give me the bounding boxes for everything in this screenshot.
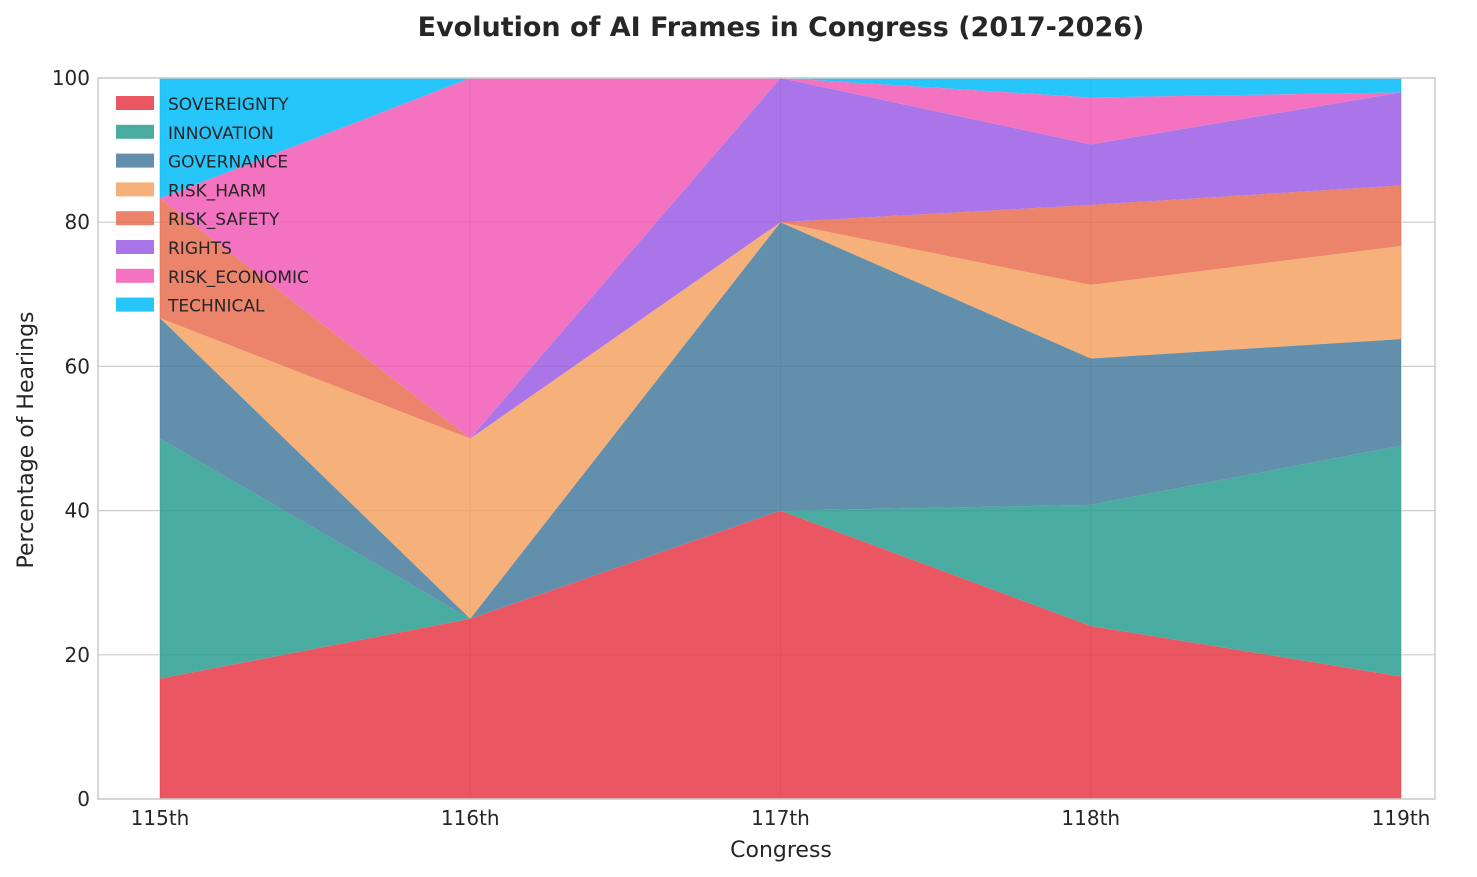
- y-tick-label: 100: [52, 66, 90, 90]
- chart-title: Evolution of AI Frames in Congress (2017…: [418, 12, 1145, 43]
- x-tick-labels: 115th 116th 117th 118th 119th: [131, 806, 1431, 830]
- y-axis-label: Percentage of Hearings: [14, 311, 39, 568]
- legend-swatch-innovation: [116, 124, 154, 139]
- y-tick-label: 0: [77, 787, 90, 811]
- plot-frame: [97, 77, 1436, 800]
- y-tick-label: 60: [65, 354, 90, 378]
- x-tick-label: 119th: [1372, 806, 1431, 830]
- x-tick-label: 118th: [1061, 806, 1120, 830]
- legend-swatch-risk-economic: [116, 268, 154, 283]
- legend-swatch-risk-harm: [116, 182, 154, 197]
- y-tick-labels: 0 20 40 60 80 100: [52, 66, 90, 811]
- area-governance: [160, 222, 1401, 619]
- area-risk-safety: [160, 185, 1401, 439]
- legend-label-risk-harm: RISK_HARM: [168, 181, 266, 201]
- legend-swatch-rights: [116, 240, 154, 254]
- x-tick-label: 115th: [131, 806, 190, 830]
- area-risk-harm: [160, 222, 1401, 619]
- x-tick-label: 117th: [751, 806, 810, 830]
- y-tick-label: 20: [65, 643, 90, 667]
- legend-label-governance: GOVERNANCE: [168, 153, 288, 173]
- x-tick-label: 116th: [441, 806, 500, 830]
- area-sovereignty: [160, 510, 1401, 799]
- legend-swatch-governance: [116, 153, 154, 168]
- area-series: [160, 78, 1401, 799]
- legend-label-innovation: INNOVATION: [168, 124, 274, 144]
- legend-swatch-risk-safety: [116, 211, 154, 226]
- y-tick-label: 80: [65, 210, 90, 234]
- legend-swatch-technical: [116, 297, 154, 312]
- legend: SOVEREIGNTY INNOVATION GOVERNANCE RISK_HARM…: [116, 95, 309, 317]
- legend-label-risk-economic: RISK_ECONOMIC: [168, 268, 309, 288]
- area-rights: [160, 78, 1401, 439]
- area-innovation: [160, 438, 1401, 679]
- x-axis-label: Congress: [730, 838, 832, 863]
- legend-label-rights: RIGHTS: [168, 239, 232, 259]
- legend-label-sovereignty: SOVEREIGNTY: [168, 95, 289, 115]
- y-tick-label: 40: [65, 499, 90, 523]
- legend-label-technical: TECHNICAL: [167, 297, 265, 317]
- area-risk-economic: [160, 78, 1401, 439]
- legend-label-risk-safety: RISK_SAFETY: [168, 210, 280, 230]
- legend-swatch-sovereignty: [116, 96, 154, 110]
- area-technical: [160, 78, 1401, 199]
